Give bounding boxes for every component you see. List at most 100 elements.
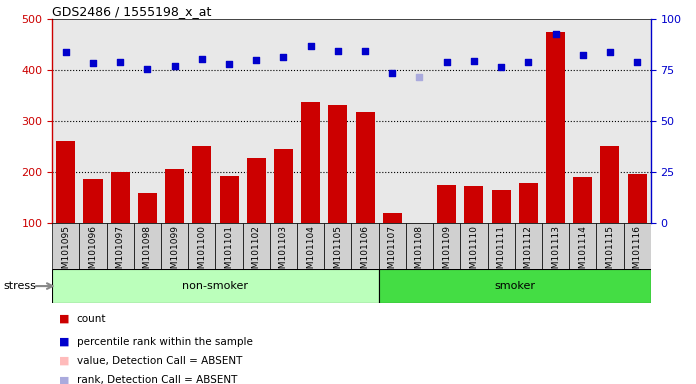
Point [604,49,615,55]
Text: GSM101104: GSM101104 [306,225,315,280]
Point [577,52,588,58]
Point [550,31,561,38]
Point [251,57,262,63]
Bar [52,269,379,303]
Text: smoker: smoker [494,281,535,291]
Text: GSM101095: GSM101095 [61,225,70,280]
Point [523,60,534,66]
Bar [79,223,106,269]
Point [631,60,642,66]
Text: GSM101099: GSM101099 [170,225,179,280]
Bar [460,223,487,269]
Bar [134,223,161,269]
Bar [356,112,374,223]
Bar [219,176,239,223]
Text: GSM101110: GSM101110 [469,225,478,280]
Bar [410,223,429,258]
Bar [56,141,75,223]
Bar [519,183,538,223]
Text: GSM101116: GSM101116 [633,225,642,280]
Point [196,56,207,62]
Point [115,60,126,66]
Bar [487,223,515,269]
Bar [161,223,188,269]
Bar [464,186,484,223]
Bar [542,223,569,269]
Bar [84,179,102,223]
Point [61,49,72,55]
Text: GSM101114: GSM101114 [578,225,587,280]
Bar [329,105,347,223]
Bar [601,146,619,223]
Bar [433,223,460,269]
Text: GSM101098: GSM101098 [143,225,152,280]
Text: GSM101115: GSM101115 [606,225,615,280]
Text: GSM101112: GSM101112 [524,225,533,280]
Text: count: count [77,314,106,324]
Bar [515,223,542,269]
Text: GSM101111: GSM101111 [497,225,505,280]
Bar [379,223,406,269]
Bar [246,157,266,223]
Bar [491,190,511,223]
Bar [624,223,651,269]
Point [88,60,99,66]
Point [278,54,289,60]
Point [142,66,153,72]
Text: non-smoker: non-smoker [182,281,248,291]
Point [414,74,425,80]
Bar [383,213,402,223]
Text: GSM101102: GSM101102 [252,225,261,280]
Bar [192,146,212,223]
Point [360,48,371,54]
Text: GSM101105: GSM101105 [333,225,342,280]
Bar [406,223,433,269]
Text: ■: ■ [59,375,70,384]
Text: rank, Detection Call = ABSENT: rank, Detection Call = ABSENT [77,375,237,384]
Bar [216,223,243,269]
Bar [546,32,565,223]
Text: GSM101107: GSM101107 [388,225,397,280]
Bar [301,102,320,223]
Text: GSM101108: GSM101108 [415,225,424,280]
Bar [324,223,351,269]
Bar [574,177,592,223]
Text: ■: ■ [59,337,70,347]
Point [441,60,452,66]
Point [305,43,316,49]
Point [223,61,235,67]
Bar [437,185,456,223]
Point [496,64,507,70]
Text: GSM101103: GSM101103 [279,225,288,280]
Bar [379,269,651,303]
Bar [596,223,624,269]
Bar [569,223,596,269]
Bar [106,223,134,269]
Bar [270,223,297,269]
Bar [351,223,379,269]
Bar [188,223,216,269]
Text: value, Detection Call = ABSENT: value, Detection Call = ABSENT [77,356,242,366]
Bar [297,223,324,269]
Text: percentile rank within the sample: percentile rank within the sample [77,337,253,347]
Bar [274,149,293,223]
Bar [52,223,79,269]
Text: GSM101106: GSM101106 [361,225,370,280]
Bar [138,193,157,223]
Text: GSM101101: GSM101101 [225,225,234,280]
Bar [243,223,270,269]
Text: GSM101100: GSM101100 [198,225,206,280]
Point [169,63,180,69]
Text: GDS2486 / 1555198_x_at: GDS2486 / 1555198_x_at [52,5,212,18]
Point [468,58,480,64]
Text: GSM101109: GSM101109 [442,225,451,280]
Bar [628,174,647,223]
Text: ■: ■ [59,356,70,366]
Text: GSM101096: GSM101096 [88,225,97,280]
Point [332,48,343,54]
Text: stress: stress [3,281,36,291]
Bar [165,169,184,223]
Text: ■: ■ [59,314,70,324]
Point [387,70,398,76]
Bar [111,172,129,223]
